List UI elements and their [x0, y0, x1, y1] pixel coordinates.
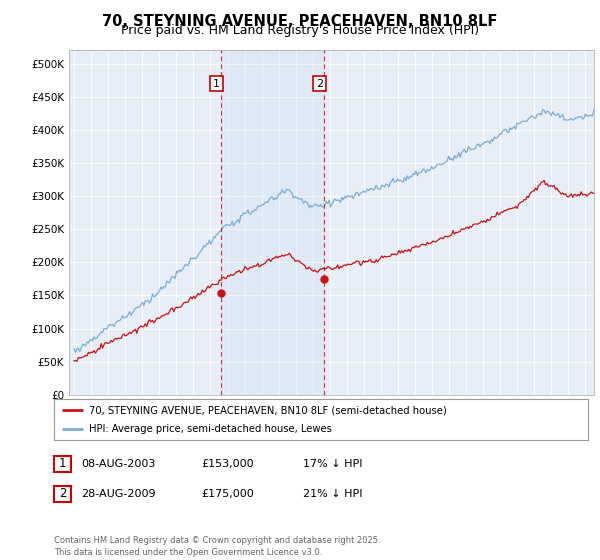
Text: 70, STEYNING AVENUE, PEACEHAVEN, BN10 8LF (semi-detached house): 70, STEYNING AVENUE, PEACEHAVEN, BN10 8L… [89, 405, 446, 415]
Text: 1: 1 [59, 457, 66, 470]
Text: 2: 2 [59, 487, 66, 501]
Text: 21% ↓ HPI: 21% ↓ HPI [303, 489, 362, 499]
Text: Contains HM Land Registry data © Crown copyright and database right 2025.
This d: Contains HM Land Registry data © Crown c… [54, 536, 380, 557]
Text: HPI: Average price, semi-detached house, Lewes: HPI: Average price, semi-detached house,… [89, 424, 332, 433]
Text: 17% ↓ HPI: 17% ↓ HPI [303, 459, 362, 469]
Text: £153,000: £153,000 [201, 459, 254, 469]
Text: 70, STEYNING AVENUE, PEACEHAVEN, BN10 8LF: 70, STEYNING AVENUE, PEACEHAVEN, BN10 8L… [103, 14, 497, 29]
Text: 08-AUG-2003: 08-AUG-2003 [81, 459, 155, 469]
Text: £175,000: £175,000 [201, 489, 254, 499]
Text: 2: 2 [316, 78, 323, 88]
Text: 1: 1 [213, 78, 220, 88]
Text: Price paid vs. HM Land Registry's House Price Index (HPI): Price paid vs. HM Land Registry's House … [121, 24, 479, 37]
Bar [221, 50, 324, 395]
Text: 28-AUG-2009: 28-AUG-2009 [81, 489, 155, 499]
